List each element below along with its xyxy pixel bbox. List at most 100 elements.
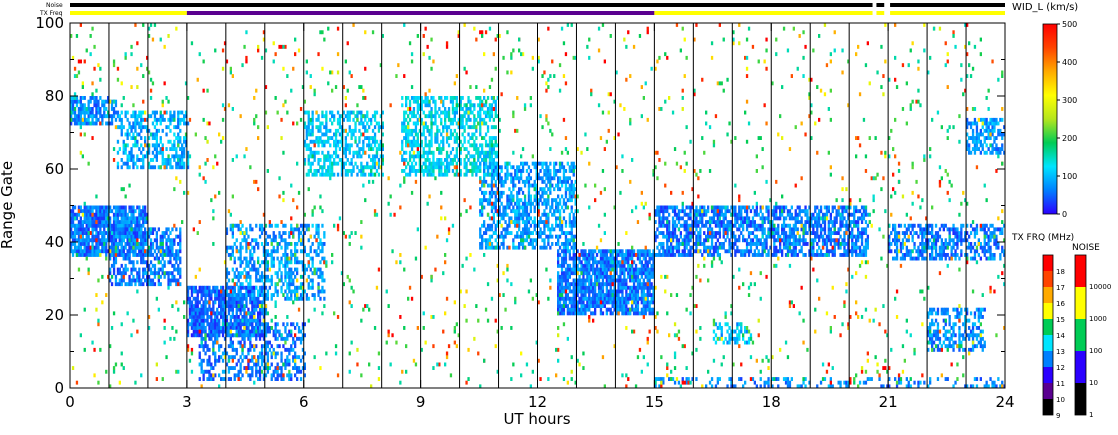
data-cell [586, 285, 589, 290]
data-cell [481, 234, 484, 239]
data-cell [237, 271, 240, 276]
data-cell [270, 373, 273, 378]
data-cell [243, 366, 246, 370]
data-cell [408, 154, 412, 159]
data-cell [142, 147, 145, 151]
data-cell [490, 125, 494, 130]
data-cell [629, 249, 632, 254]
data-cell [498, 220, 501, 224]
data-cell [134, 238, 137, 243]
data-cell [631, 296, 634, 301]
data-cell [590, 278, 593, 283]
data-cell [496, 223, 499, 228]
data-cell [262, 227, 266, 232]
data-cell [276, 289, 279, 294]
data-cell [290, 223, 293, 228]
data-cell [288, 260, 291, 265]
data-cell [116, 165, 120, 170]
data-cell [483, 136, 486, 140]
data-cell [650, 282, 653, 287]
data-cell [352, 110, 355, 115]
data-cell [99, 227, 102, 232]
data-cell [529, 205, 532, 210]
data-cell [455, 121, 458, 126]
data-cell [294, 285, 297, 290]
data-cell [340, 158, 344, 162]
data-cell [412, 165, 416, 170]
data-cell [130, 242, 133, 246]
data-cell [192, 333, 195, 338]
data-cell [169, 271, 172, 276]
data-cell [280, 369, 283, 374]
data-cell [523, 238, 527, 243]
data-cell [658, 216, 661, 221]
data-cell [527, 194, 531, 199]
data-cell [112, 205, 116, 210]
data-cell [471, 143, 474, 148]
data-cell [479, 234, 482, 239]
data-cell [502, 216, 505, 221]
data-cell [317, 114, 320, 119]
data-cell [523, 198, 527, 203]
data-cell [132, 205, 135, 210]
data-cell [658, 209, 661, 214]
data-cell [471, 103, 474, 108]
data-cell [260, 260, 264, 265]
data-cell [315, 267, 318, 272]
data-cell [134, 110, 137, 115]
data-cell [309, 150, 312, 155]
noise-bar-label: Noise [46, 2, 63, 9]
data-cell [362, 147, 365, 151]
data-cell [253, 263, 256, 268]
data-cell [258, 223, 262, 228]
data-cell [231, 347, 234, 352]
data-cell [570, 234, 573, 239]
data-cell [504, 234, 507, 239]
data-cell [432, 165, 435, 170]
data-cell [200, 333, 203, 338]
data-cell [498, 205, 501, 210]
data-cell [249, 227, 252, 232]
data-cell [408, 143, 412, 148]
data-cell [307, 253, 310, 257]
data-cell [208, 377, 211, 381]
data-cell [564, 176, 568, 181]
data-cell [237, 329, 240, 334]
data-cell [87, 107, 90, 111]
data-cell [562, 285, 566, 290]
data-cell [192, 311, 195, 316]
data-cell [77, 205, 81, 210]
data-cell [407, 96, 410, 100]
data-cell [110, 103, 114, 108]
data-cell [198, 344, 201, 349]
data-cell [566, 267, 569, 272]
data-cell [290, 373, 293, 378]
data-cell [564, 260, 568, 265]
data-cell [305, 293, 308, 297]
data-cell [103, 107, 106, 111]
data-cell [346, 132, 349, 137]
data-cell [640, 307, 643, 312]
data-cell [171, 114, 174, 119]
data-cell [580, 278, 583, 283]
data-cell [490, 150, 494, 155]
data-cell [262, 326, 266, 330]
data-cell [527, 220, 531, 224]
data-cell [465, 110, 468, 115]
data-cell [255, 333, 258, 338]
data-cell [539, 176, 542, 181]
data-cell [202, 289, 205, 294]
data-cell [368, 147, 371, 151]
data-cell [566, 293, 569, 297]
data-cell [475, 161, 478, 166]
data-cell [122, 253, 125, 257]
data-cell [97, 212, 100, 217]
data-cell [280, 256, 283, 261]
data-cell [407, 132, 410, 137]
data-cell [498, 176, 501, 181]
data-cell [580, 307, 583, 312]
data-cell [206, 377, 209, 381]
data-cell [570, 183, 573, 188]
data-cell [483, 179, 486, 184]
data-cell [603, 293, 606, 297]
